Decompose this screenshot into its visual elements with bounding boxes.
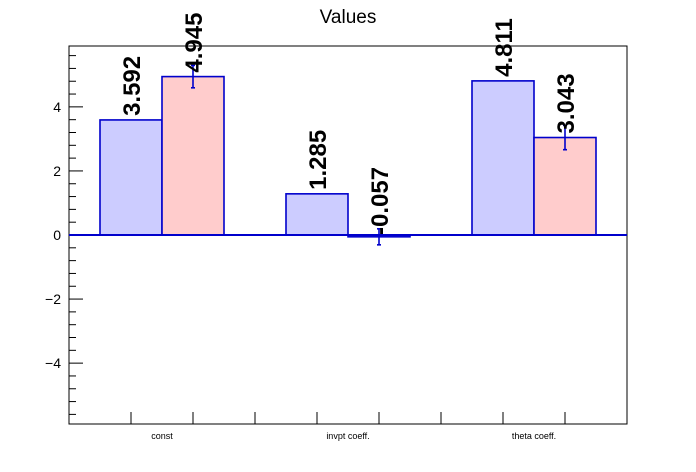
bar [533,136,597,236]
ytick-label: 4 [53,99,61,115]
ytick-label: 2 [53,163,61,179]
ytick-label: −2 [45,291,61,307]
data-label: 3.592 [119,56,146,116]
data-label: -0.057 [367,167,394,235]
bar [471,80,535,236]
chart-title: Values [320,7,377,28]
x-category-label: theta coeff. [512,431,556,441]
data-label: 3.043 [553,73,580,133]
ytick-label: 0 [53,227,61,243]
bar [161,75,225,236]
data-label: 1.285 [305,130,332,190]
data-label: 4.945 [181,13,208,73]
bar [99,119,163,236]
bar [285,193,349,236]
x-category-label: const [151,431,173,441]
plot-area: −4 −2 0 2 4 3.592 1.285 4.811 4.945 -0.057 3.043 co… [45,13,628,441]
ytick-label: −4 [45,355,61,371]
x-category-label: invpt coeff. [326,431,369,441]
data-label: 4.811 [491,18,518,77]
